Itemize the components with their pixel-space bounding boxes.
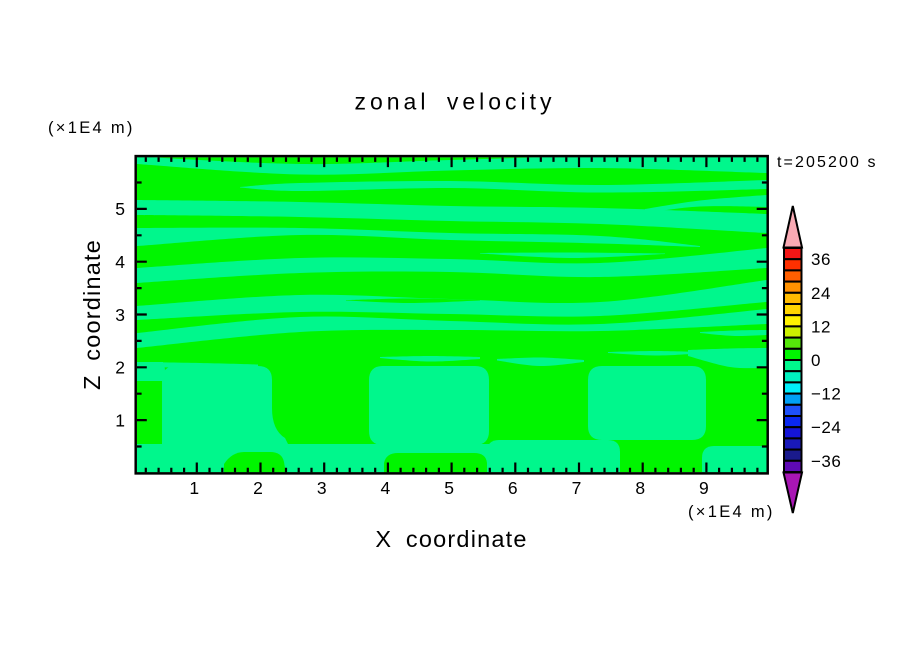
svg-text:1: 1 — [189, 478, 199, 498]
svg-text:24: 24 — [811, 284, 831, 303]
svg-text:5: 5 — [444, 478, 454, 498]
svg-text:4: 4 — [381, 478, 391, 498]
svg-text:8: 8 — [635, 478, 645, 498]
svg-text:12: 12 — [811, 317, 831, 336]
svg-text:t=205200 s: t=205200 s — [777, 154, 878, 171]
svg-text:zonal velocity: zonal velocity — [354, 89, 555, 115]
svg-text:1: 1 — [115, 410, 125, 430]
svg-text:−24: −24 — [811, 418, 841, 437]
svg-text:6: 6 — [508, 478, 518, 498]
svg-text:−12: −12 — [811, 385, 841, 404]
svg-text:Z coordinate: Z coordinate — [79, 239, 105, 390]
svg-text:2: 2 — [253, 478, 263, 498]
svg-text:5: 5 — [115, 199, 125, 219]
svg-text:3: 3 — [115, 305, 125, 325]
svg-text:0: 0 — [811, 351, 821, 370]
svg-text:2: 2 — [115, 358, 125, 378]
svg-text:9: 9 — [699, 478, 709, 498]
svg-text:X coordinate: X coordinate — [375, 526, 527, 552]
svg-text:4: 4 — [115, 252, 125, 272]
svg-text:3: 3 — [317, 478, 327, 498]
svg-text:7: 7 — [572, 478, 582, 498]
svg-text:36: 36 — [811, 250, 831, 269]
svg-text:(×1E4 m): (×1E4 m) — [48, 119, 135, 137]
svg-text:(×1E4 m): (×1E4 m) — [688, 503, 775, 521]
svg-text:−36: −36 — [811, 452, 841, 471]
